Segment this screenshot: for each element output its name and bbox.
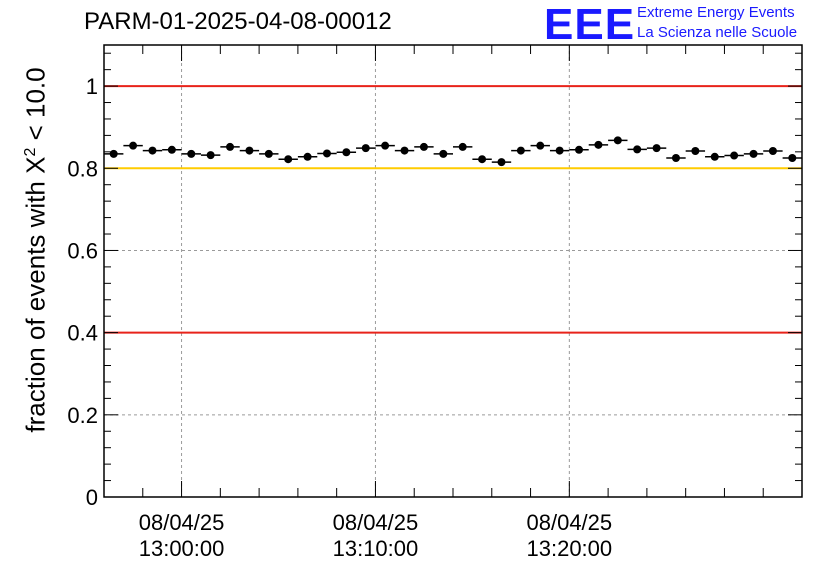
data-point xyxy=(730,151,739,160)
y-label-symbol: X xyxy=(20,156,51,174)
y-axis-label: fraction of events with X2 < 10.0 xyxy=(21,67,52,432)
x-tick-time: 13:00:00 xyxy=(139,536,225,561)
data-point xyxy=(206,151,215,160)
y-label-suffix: < 10.0 xyxy=(20,67,51,148)
data-point xyxy=(749,149,758,158)
data-point xyxy=(381,141,390,150)
data-point xyxy=(536,141,545,150)
data-point xyxy=(419,142,428,151)
logo-line1: Extreme Energy Events xyxy=(637,4,795,21)
y-tick-label: 0.8 xyxy=(67,156,98,181)
data-point xyxy=(652,144,661,153)
data-point xyxy=(400,146,409,155)
y-label-prefix: fraction of events with xyxy=(20,173,51,433)
x-tick-date: 08/04/25 xyxy=(139,510,225,535)
y-tick-label: 0.6 xyxy=(67,238,98,263)
data-point xyxy=(264,149,273,158)
data-point xyxy=(226,142,235,151)
data-point xyxy=(167,145,176,154)
x-tick-date: 08/04/25 xyxy=(333,510,419,535)
plot-frame xyxy=(103,44,803,498)
y-tick-label: 0.4 xyxy=(67,321,98,346)
data-point xyxy=(439,149,448,158)
data-point xyxy=(575,145,584,154)
y-tick-label: 0.2 xyxy=(67,403,98,428)
data-point xyxy=(303,152,312,161)
y-label-sup: 2 xyxy=(21,147,39,157)
data-point xyxy=(187,149,196,158)
x-tick-time: 13:20:00 xyxy=(527,536,613,561)
data-point xyxy=(497,158,506,167)
logo-line2: La Scienza nelle Scuole xyxy=(637,24,798,41)
data-point xyxy=(322,149,331,158)
data-point xyxy=(342,148,351,157)
data-point xyxy=(555,146,564,155)
data-point xyxy=(691,147,700,156)
eee-logo: EEE xyxy=(544,0,636,49)
data-point xyxy=(148,146,157,155)
data-point xyxy=(458,142,467,151)
data-point xyxy=(129,141,138,150)
x-tick-time: 13:10:00 xyxy=(333,536,419,561)
data-point xyxy=(284,155,293,164)
data-point xyxy=(516,146,525,155)
data-point xyxy=(788,154,797,162)
data-point xyxy=(671,154,680,162)
data-point xyxy=(768,147,777,156)
y-tick-label: 1 xyxy=(86,74,98,99)
x-tick-date: 08/04/25 xyxy=(527,510,613,535)
data-point xyxy=(710,152,719,161)
data-point xyxy=(361,144,370,153)
data-point xyxy=(594,140,603,149)
data-point xyxy=(633,145,642,154)
data-point xyxy=(109,149,118,158)
data-point xyxy=(613,136,622,145)
y-tick-label: 0 xyxy=(86,485,98,510)
data-point xyxy=(478,155,487,164)
chart-title: PARM-01-2025-04-08-00012 xyxy=(84,8,392,35)
data-point xyxy=(245,146,254,155)
